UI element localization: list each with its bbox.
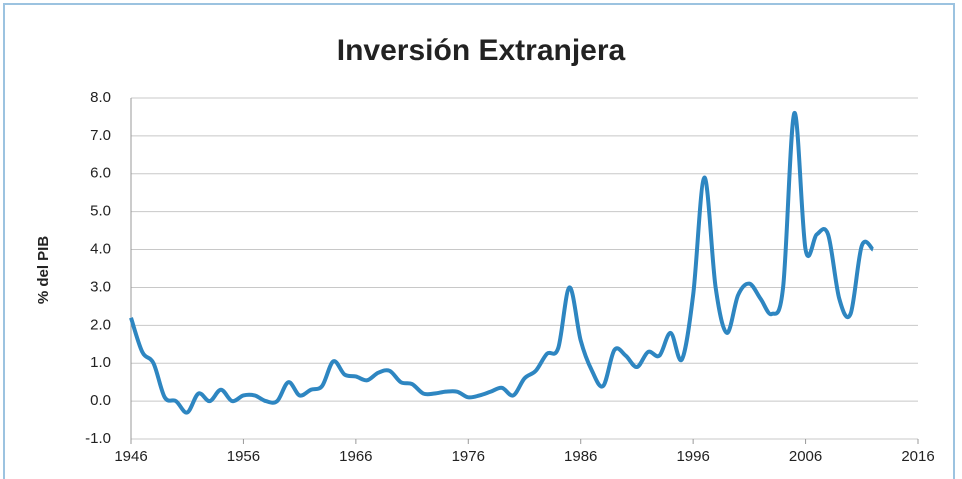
chart-title: Inversión Extranjera bbox=[337, 34, 626, 67]
y-tick-label: 4.0 bbox=[90, 241, 111, 258]
x-tick-label: 1976 bbox=[452, 448, 485, 465]
x-tick-label: 2016 bbox=[901, 448, 934, 465]
frame bbox=[3, 3, 955, 479]
y-tick-label: 8.0 bbox=[90, 89, 111, 106]
x-tick-label: 2006 bbox=[789, 448, 822, 465]
y-tick-label: 0.0 bbox=[90, 392, 111, 409]
x-tick-label: 1986 bbox=[564, 448, 597, 465]
y-tick-label: 7.0 bbox=[90, 127, 111, 144]
x-tick-label: 1996 bbox=[676, 448, 709, 465]
y-tick-label: 3.0 bbox=[90, 278, 111, 295]
x-tick-label: 1966 bbox=[339, 448, 372, 465]
y-tick-label: -1.0 bbox=[85, 430, 111, 447]
line bbox=[129, 111, 875, 415]
y-axis-label: % del PIB bbox=[35, 236, 52, 305]
y-tick-label: 5.0 bbox=[90, 203, 111, 220]
y-tick-label: 2.0 bbox=[90, 316, 111, 333]
y-tick-label: 1.0 bbox=[90, 354, 111, 371]
x-tick-label: 1956 bbox=[227, 448, 260, 465]
x-tick-label: 1946 bbox=[114, 448, 147, 465]
y-tick-label: 6.0 bbox=[90, 165, 111, 182]
